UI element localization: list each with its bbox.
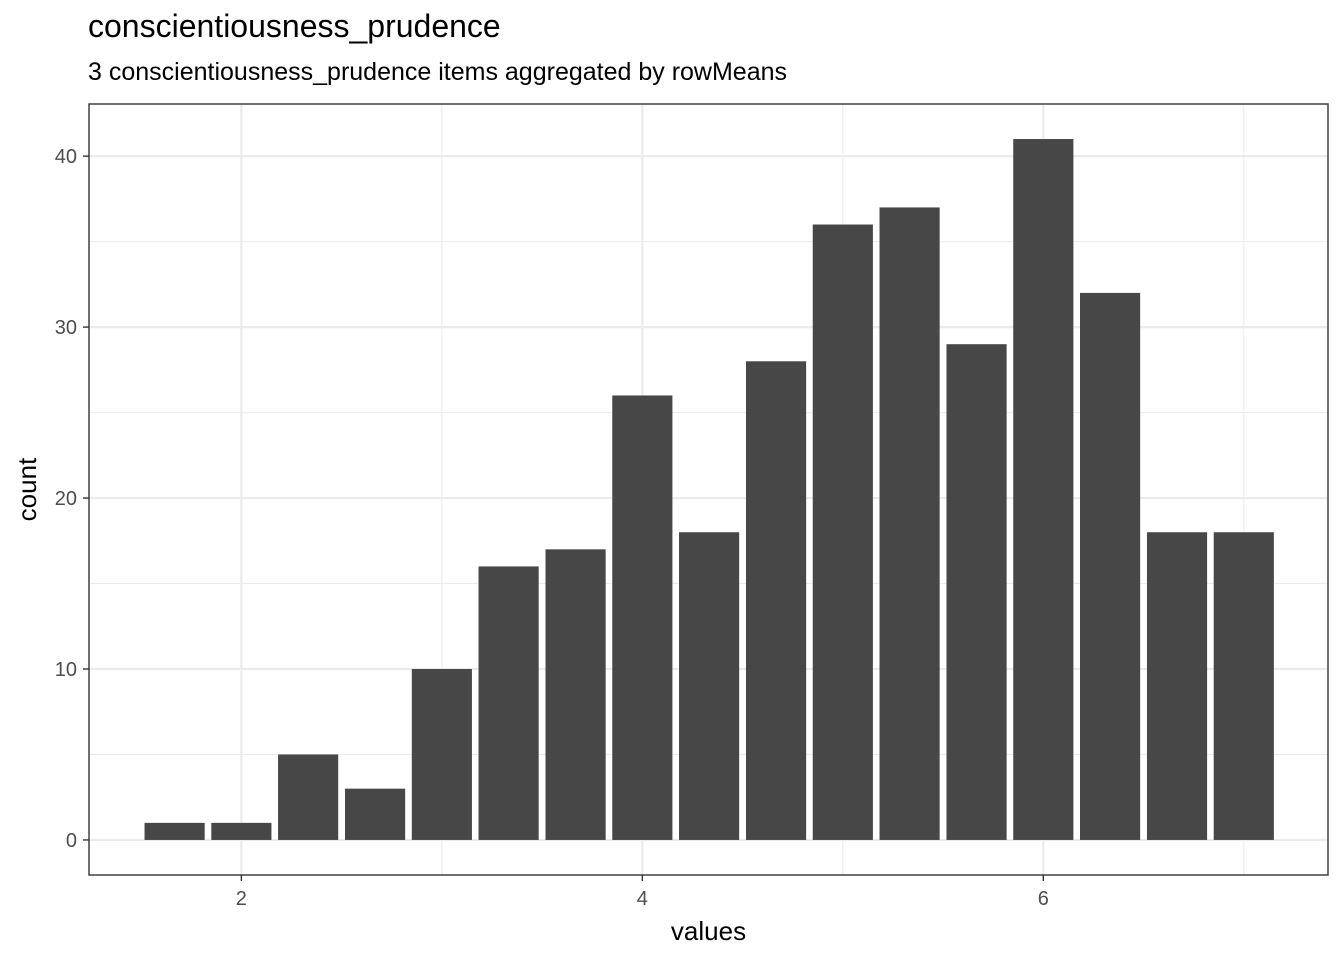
bars — [144, 139, 1274, 840]
bar — [745, 361, 807, 840]
y-tick-label: 0 — [66, 830, 77, 852]
bar — [1213, 532, 1274, 840]
x-axis-title: values — [671, 916, 746, 946]
y-tick-label: 10 — [55, 659, 77, 681]
x-tick-label: 2 — [236, 888, 247, 910]
chart-subtitle: 3 conscientiousness_prudence items aggre… — [88, 58, 788, 86]
x-tick-label: 6 — [1038, 888, 1049, 910]
bar — [1013, 139, 1074, 840]
plot-border — [88, 103, 1329, 876]
axes: 2 4 6 0 10 20 30 40 — [55, 146, 1049, 910]
bar — [679, 532, 740, 840]
bar — [211, 822, 272, 840]
bar — [478, 566, 539, 840]
y-tick-label: 30 — [55, 317, 77, 339]
chart-title: conscientiousness_prudence — [88, 8, 501, 44]
y-tick-label: 20 — [55, 488, 77, 510]
bar — [345, 788, 406, 840]
x-tick-label: 4 — [637, 888, 648, 910]
y-axis-title: count — [12, 457, 42, 521]
bar — [411, 669, 472, 840]
bar — [812, 224, 873, 840]
bar — [1146, 532, 1208, 840]
bar — [144, 822, 205, 840]
bar — [1079, 292, 1141, 840]
bar — [278, 754, 339, 840]
bar — [545, 549, 606, 840]
bar — [946, 344, 1007, 840]
bar — [612, 395, 673, 840]
y-tick-label: 40 — [55, 146, 77, 168]
bar — [879, 207, 940, 840]
